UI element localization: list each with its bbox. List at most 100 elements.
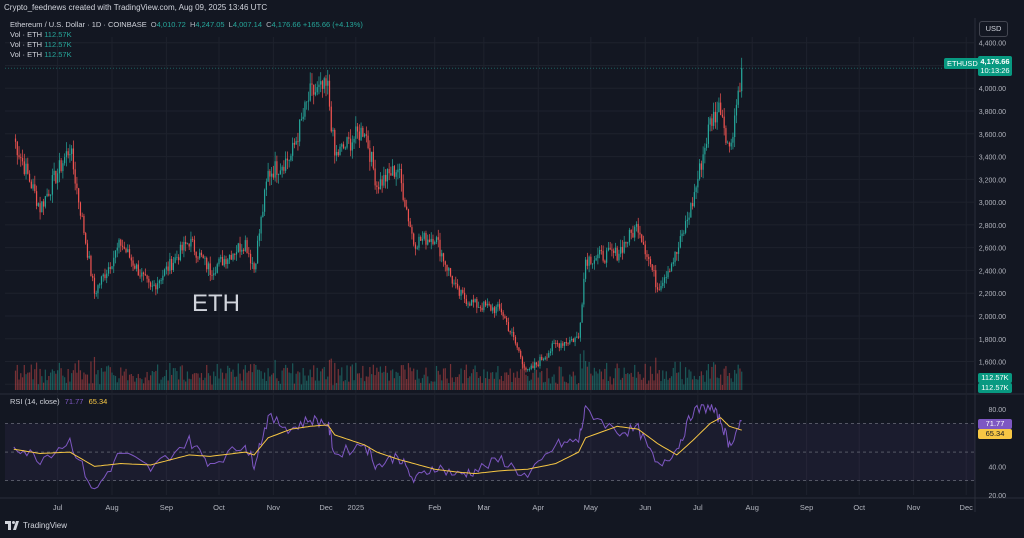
time-axis-label: 2025 [347,503,364,512]
candle-body [570,339,573,341]
candle-body [181,244,183,251]
volume-bar [107,365,110,390]
volume-bar [114,375,117,390]
volume-bar [346,365,348,390]
volume-bar [369,367,371,390]
candle-body [221,257,224,266]
candle-body [99,284,101,286]
candle-body [225,259,227,265]
last-price-symbol-tag: ETHUSD [944,58,981,69]
symbol-title[interactable]: Ethereum / U.S. Dollar · 1D · COINBASE [10,20,147,29]
volume-bar [232,369,234,390]
tradingview-brand[interactable]: TradingView [5,521,67,530]
volume-bar [546,368,548,390]
candle-body [62,163,64,172]
candle-body [681,233,683,237]
volume-bar [120,367,122,390]
volume-label: Vol · ETH [10,30,43,39]
volume-bar [174,368,176,390]
volume-bar [272,373,274,390]
candle-body [444,261,446,265]
volume-bar [72,370,75,390]
candle-body [193,239,196,252]
volume-bar [309,369,311,390]
price-tick-label: 2,600.00 [979,246,1006,253]
candle-body [118,239,120,248]
candle-body [542,359,545,361]
rsi-legend-value: 71.77 [64,397,84,406]
volume-bar [204,377,206,390]
candle-body [532,365,534,369]
candle-body [597,254,599,259]
candle-body [156,283,159,290]
volume-bar [741,371,743,390]
volume-bar [181,365,183,390]
volume-bar [97,370,99,390]
candle-body [641,234,643,243]
time-axis-label: Dec [319,503,333,512]
volume-bar [679,361,681,390]
symbol-legend: Ethereum / U.S. Dollar · 1D · COINBASE O… [10,20,363,60]
candle-body [313,84,315,95]
candle-body [79,202,82,216]
volume-bar [521,361,524,390]
volume-bar [693,375,695,390]
volume-bar [279,383,282,390]
candle-body [339,146,341,156]
volume-bar [342,381,345,390]
currency-button[interactable]: USD [979,21,1008,37]
rsi-legend[interactable]: RSI (14, close) 71.77 65.34 [10,397,107,406]
candle-body [574,337,576,343]
price-tick-label: 3,600.00 [979,132,1006,139]
volume-row[interactable]: Vol · ETH 112.57K [10,30,363,40]
volume-bar [199,377,201,390]
candle-body [39,203,41,213]
volume-bar [472,369,474,390]
volume-bar [306,380,308,390]
volume-bar [365,376,367,390]
candle-body [285,158,287,171]
volume-bar [121,375,124,390]
volume-bar [735,373,738,390]
candle-body [135,264,138,269]
candle-body [148,278,150,283]
volume-bar [378,371,380,390]
volume-bar [435,365,438,390]
candle-body [630,229,632,233]
volume-row[interactable]: Vol · ETH 112.57K [10,50,363,60]
volume-bar [425,367,427,390]
candle-body [323,78,325,89]
volume-bar [83,372,85,390]
volume-bar [583,350,585,390]
volume-bar [713,362,715,390]
volume-bar [44,369,46,390]
candle-body [518,347,520,351]
candle-body [158,280,160,284]
candle-body [479,307,481,308]
volume-bar [618,368,620,390]
candle-body [493,307,495,314]
volume-bar [500,375,503,390]
candle-body [362,127,364,137]
candle-body [102,274,104,277]
volume-row[interactable]: Vol · ETH 112.57K [10,40,363,50]
volume-bar [353,380,355,390]
candle-body [704,147,706,155]
candle-body [374,168,376,186]
volume-bar [25,374,27,390]
candle-body [335,151,338,156]
price-tick-label: 2,200.00 [979,291,1006,298]
volume-bar [681,379,683,390]
candle-body [355,126,357,139]
volume-axis-label: 112.57K [978,383,1012,393]
candle-body [164,269,166,276]
candle-body [370,151,373,162]
candle-body [707,124,709,144]
volume-bar [330,358,332,390]
candle-body [625,241,627,244]
volume-bar [297,371,299,390]
volume-bar [113,375,115,390]
volume-bar [269,376,271,390]
candle-body [460,289,462,296]
